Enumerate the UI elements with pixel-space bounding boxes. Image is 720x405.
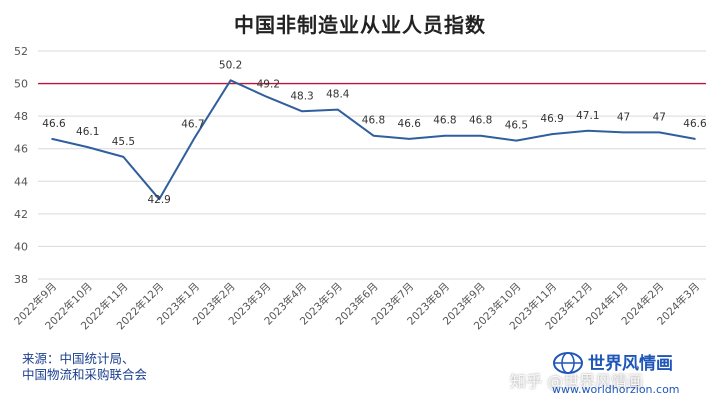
data-label: 48.3 <box>290 90 313 102</box>
source-line-2: 中国物流和采购联合会 <box>22 367 148 382</box>
data-label: 50.2 <box>219 59 242 71</box>
data-label: 45.5 <box>112 136 135 148</box>
y-tick-label: 40 <box>14 240 28 253</box>
y-axis-ticks: 38 40 42 44 46 48 50 52 <box>14 45 28 286</box>
data-point <box>694 138 696 140</box>
data-label: 46.1 <box>76 126 99 138</box>
data-point <box>408 138 411 140</box>
data-label: 46.8 <box>362 115 385 127</box>
data-point <box>122 156 125 158</box>
data-label: 46.6 <box>398 118 422 130</box>
data-point <box>515 139 518 142</box>
data-label: 46.7 <box>181 118 204 130</box>
data-label: 46.6 <box>42 118 66 130</box>
data-point <box>479 134 482 137</box>
brand-name: 世界风情画 <box>588 354 673 374</box>
y-tick-label: 52 <box>14 45 28 58</box>
data-point <box>158 198 160 200</box>
data-point <box>194 136 196 139</box>
data-point <box>551 133 553 135</box>
data-label: 47 <box>617 111 630 123</box>
data-label: 47 <box>653 111 666 123</box>
grid-lines <box>38 50 706 280</box>
data-point <box>51 138 53 140</box>
data-label: 46.5 <box>505 120 528 132</box>
data-point <box>587 130 589 132</box>
source-note: 来源：中国统计局、 中国物流和采购联合会 <box>22 351 147 383</box>
data-label: 48.4 <box>326 89 350 101</box>
y-tick-label: 44 <box>14 175 28 188</box>
data-point <box>301 110 303 113</box>
data-labels: 46.6 46.1 45.5 42.9 46.7 50.2 49.2 48.3 48.4 46.8… <box>42 59 707 206</box>
data-label: 49.2 <box>257 79 280 91</box>
zhihu-watermark: 知乎 @世界风情画 <box>510 372 644 391</box>
series-group <box>51 79 696 201</box>
data-point <box>444 134 446 137</box>
y-tick-label: 42 <box>14 208 28 221</box>
y-tick-label: 48 <box>14 110 28 123</box>
chart-title: 中国非制造业从业人员指数 <box>234 13 486 37</box>
globe-icon <box>553 352 583 374</box>
x-axis-ticks: 2022年9月2022年10月2022年11月2022年12月2023年1月20… <box>11 280 702 332</box>
data-label: 46.6 <box>683 118 707 130</box>
data-label: 46.9 <box>540 113 563 125</box>
data-point <box>372 134 375 137</box>
data-point <box>336 108 339 111</box>
data-label: 46.8 <box>433 115 456 127</box>
source-line-1: 来源：中国统计局、 <box>22 351 135 366</box>
data-point <box>229 79 232 82</box>
data-label: 46.8 <box>469 115 492 127</box>
data-point <box>86 146 89 148</box>
y-tick-label: 46 <box>14 143 28 156</box>
data-point <box>622 131 625 134</box>
y-tick-label: 50 <box>14 78 28 91</box>
data-point <box>658 131 661 134</box>
data-point <box>265 95 268 98</box>
data-label: 42.9 <box>147 194 170 206</box>
data-label: 47.1 <box>576 110 599 122</box>
y-tick-label: 38 <box>14 273 28 286</box>
brand-url: www.worldhorzion.com <box>552 383 680 396</box>
